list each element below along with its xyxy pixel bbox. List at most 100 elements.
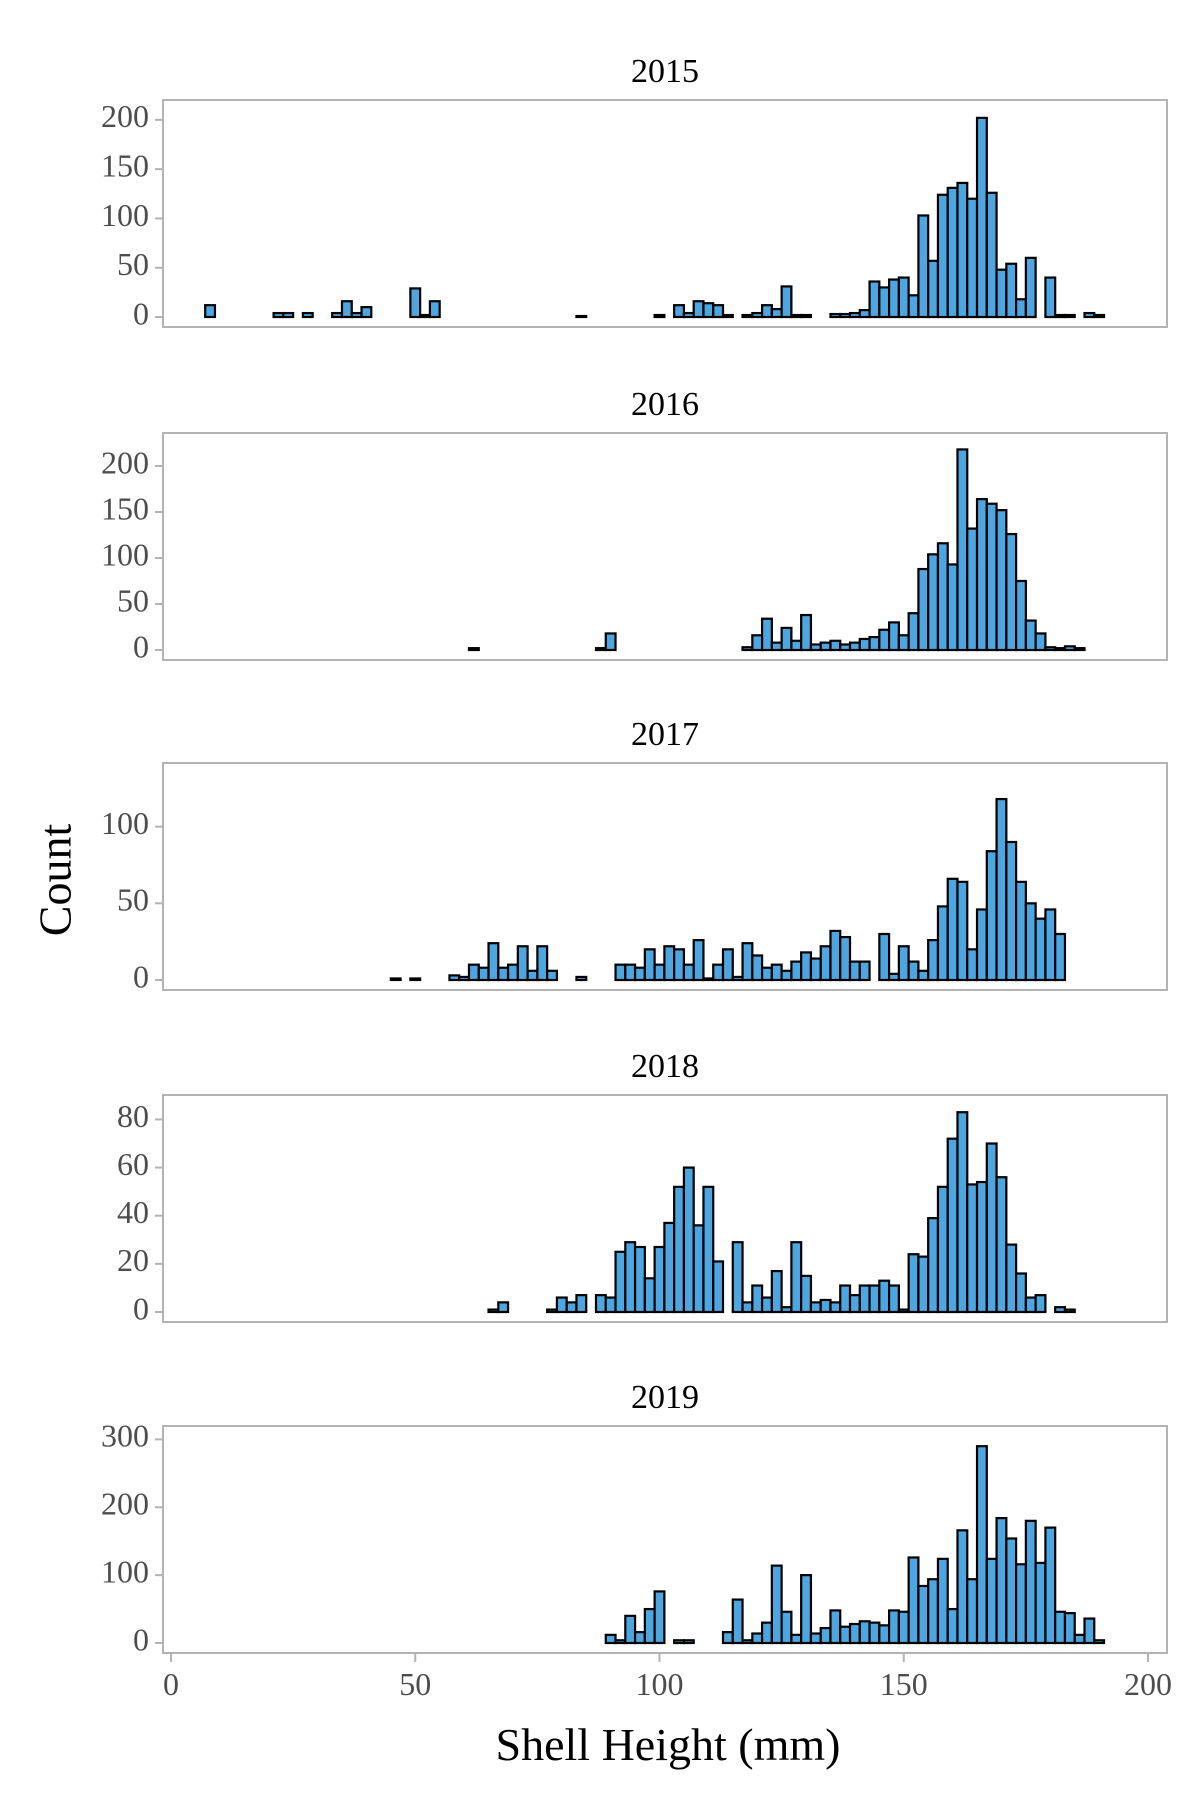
histogram-bar	[995, 509, 1008, 652]
histogram-bar	[624, 1241, 637, 1314]
histogram-bar	[653, 1590, 666, 1645]
histogram-bar	[917, 567, 930, 652]
histogram-bar	[819, 641, 832, 652]
facet-panel-2015: 2015 0 50 100 150 200	[101, 53, 1168, 331]
histogram-bar	[1073, 1633, 1086, 1645]
histogram-bar	[936, 542, 949, 652]
histogram-bar	[780, 626, 793, 652]
histogram-bar	[770, 1564, 783, 1645]
histogram-bar	[966, 527, 979, 652]
histogram-bar	[770, 641, 783, 652]
histogram-bar	[1005, 1243, 1018, 1314]
histogram-bars	[467, 448, 1086, 652]
histogram-bar	[1063, 313, 1076, 319]
histogram-bar	[565, 1301, 578, 1314]
x-tick-label: 200	[1124, 1666, 1172, 1702]
histogram-bar	[1044, 646, 1057, 652]
histogram-bar	[1044, 908, 1057, 982]
histogram-bar	[975, 116, 988, 319]
histogram-bar	[614, 963, 627, 982]
histogram-bar	[878, 1624, 891, 1645]
histogram-bar	[1005, 532, 1018, 652]
histogram-bar	[546, 1308, 559, 1314]
histogram-bar	[946, 877, 959, 982]
histogram-bar	[751, 311, 764, 319]
histogram-bar	[721, 1631, 734, 1645]
histogram-bar	[653, 1245, 666, 1314]
histogram-bar	[966, 1183, 979, 1314]
histogram-bar	[1054, 932, 1067, 982]
histogram-bar	[301, 311, 314, 319]
y-axis-label: Count	[30, 824, 81, 937]
histogram-bar	[575, 314, 588, 319]
y-tick-label: 200	[101, 1486, 149, 1522]
histogram-bar	[936, 905, 949, 982]
histogram-bar	[682, 311, 695, 319]
x-axis: 0 50 100 150 200	[163, 1653, 1172, 1702]
histogram-bar	[633, 1631, 646, 1645]
histogram-bar	[682, 963, 695, 982]
histogram-bar	[516, 945, 529, 982]
histogram-bar	[868, 1621, 881, 1645]
histogram-bar	[643, 1607, 656, 1645]
histogram-bar	[555, 1296, 568, 1314]
histogram-bar	[604, 1296, 617, 1314]
histogram-bar	[936, 1557, 949, 1645]
histogram-bar	[673, 1639, 686, 1645]
histogram-bar	[760, 304, 773, 319]
histogram-bar	[770, 1269, 783, 1314]
histogram-bar	[643, 948, 656, 982]
histogram-bar	[985, 502, 998, 652]
histogram-bar	[506, 963, 519, 982]
histogram-bar	[975, 498, 988, 652]
histogram-bar	[1034, 1294, 1047, 1314]
histogram-bar	[1015, 1272, 1027, 1314]
histogram-bar	[927, 939, 940, 982]
histogram-bar	[829, 1301, 842, 1314]
histogram-bar	[331, 311, 344, 319]
y-tick-label: 100	[101, 536, 149, 572]
histogram-bar	[692, 300, 705, 319]
y-tick-label: 150	[101, 490, 149, 526]
facet-title: 2018	[631, 1048, 699, 1085]
panel-border	[162, 1425, 1168, 1654]
histogram-bar	[936, 1185, 949, 1314]
histogram-bar	[839, 935, 852, 982]
histogram-bar	[663, 945, 676, 982]
facet-title: 2015	[631, 53, 699, 90]
histogram-bar	[663, 1221, 676, 1314]
histogram-bar	[975, 908, 988, 982]
panel-border	[162, 99, 1168, 328]
panel-border	[162, 432, 1168, 661]
histogram-bar	[428, 300, 441, 319]
histogram-bar	[1054, 313, 1067, 319]
y-tick-label: 0	[133, 295, 149, 331]
histogram-bar	[848, 1294, 861, 1314]
histogram-bar	[946, 1607, 959, 1645]
histogram-bar	[966, 948, 979, 982]
histogram-bar	[692, 939, 705, 982]
facet-panel-2019: 2019 0 100 200 300	[101, 1379, 1168, 1657]
histogram-bar	[389, 977, 402, 982]
histogram-bar	[829, 312, 842, 319]
histogram-bar	[653, 313, 666, 319]
facet-panel-2017: 2017 0 50 100	[101, 716, 1168, 994]
y-tick-label: 300	[101, 1418, 149, 1454]
histogram-bar	[614, 1250, 627, 1314]
y-tick-label: 50	[117, 882, 149, 918]
histogram-bar	[819, 945, 832, 982]
histogram-bar	[477, 966, 490, 982]
histogram-bar	[839, 1284, 852, 1314]
histogram-bar	[1024, 256, 1037, 319]
facet-title: 2016	[631, 386, 699, 423]
y-tick-label: 60	[117, 1146, 149, 1182]
histogram-bar	[878, 932, 891, 982]
y-tick-label: 0	[133, 628, 149, 664]
histogram-bar	[741, 646, 754, 652]
histogram-bar	[917, 1255, 930, 1314]
histogram-bar	[731, 1598, 744, 1645]
histogram-bar	[360, 306, 373, 319]
facet-title: 2019	[631, 1379, 699, 1416]
histogram-bar	[1005, 262, 1018, 319]
histogram-bar	[897, 276, 910, 319]
